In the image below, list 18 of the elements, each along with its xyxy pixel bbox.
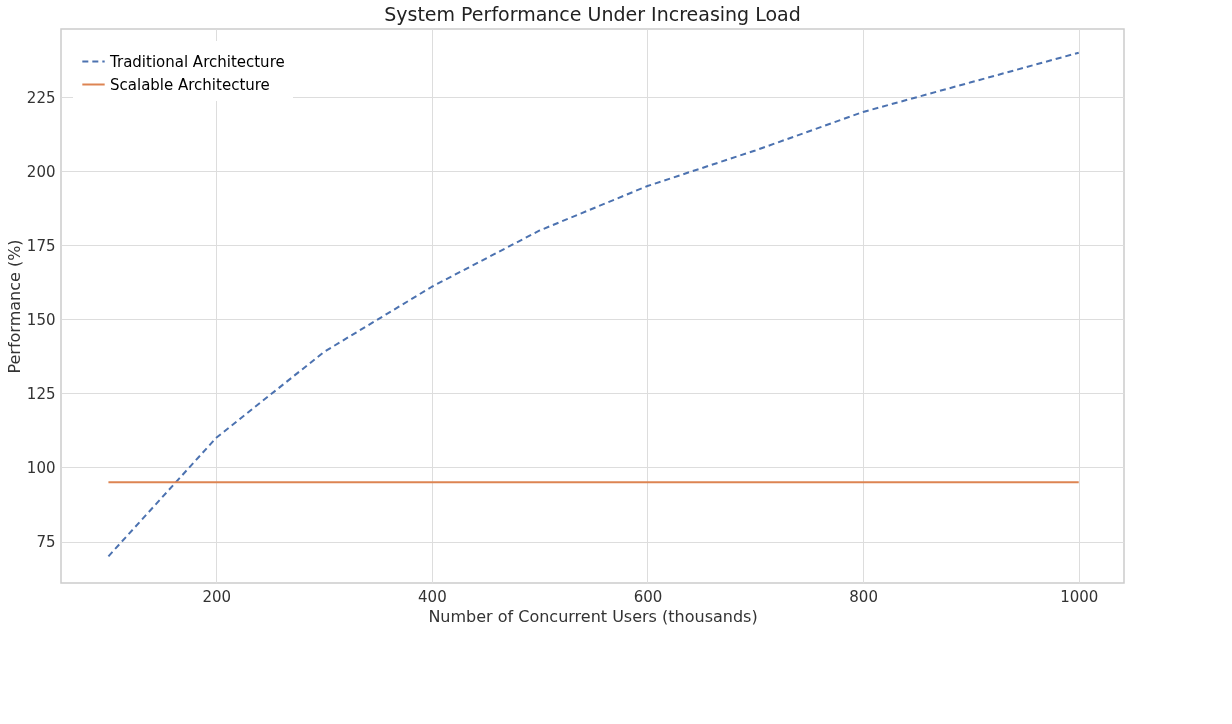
legend-label: Traditional Architecture bbox=[109, 52, 285, 71]
chart-title: System Performance Under Increasing Load bbox=[384, 3, 801, 25]
x-tick-label: 1000 bbox=[1060, 587, 1099, 606]
x-tick-label: 600 bbox=[633, 587, 663, 606]
y-tick-label: 225 bbox=[26, 88, 56, 107]
y-tick-label: 150 bbox=[26, 310, 56, 329]
y-tick-label: 175 bbox=[26, 236, 56, 255]
x-tick-label: 400 bbox=[418, 587, 447, 606]
x-tick-label: 200 bbox=[202, 587, 232, 606]
x-axis-title: Number of Concurrent Users (thousands) bbox=[428, 606, 758, 626]
y-tick-label: 200 bbox=[26, 162, 56, 181]
y-axis-title: Performance (%) bbox=[4, 239, 24, 374]
legend-label: Scalable Architecture bbox=[110, 75, 270, 94]
y-tick-label: 75 bbox=[36, 533, 56, 552]
x-tick-label: 800 bbox=[849, 587, 878, 606]
y-tick-label: 125 bbox=[26, 384, 56, 403]
line-series bbox=[107, 51, 1080, 558]
y-tick-label: 100 bbox=[26, 458, 56, 477]
